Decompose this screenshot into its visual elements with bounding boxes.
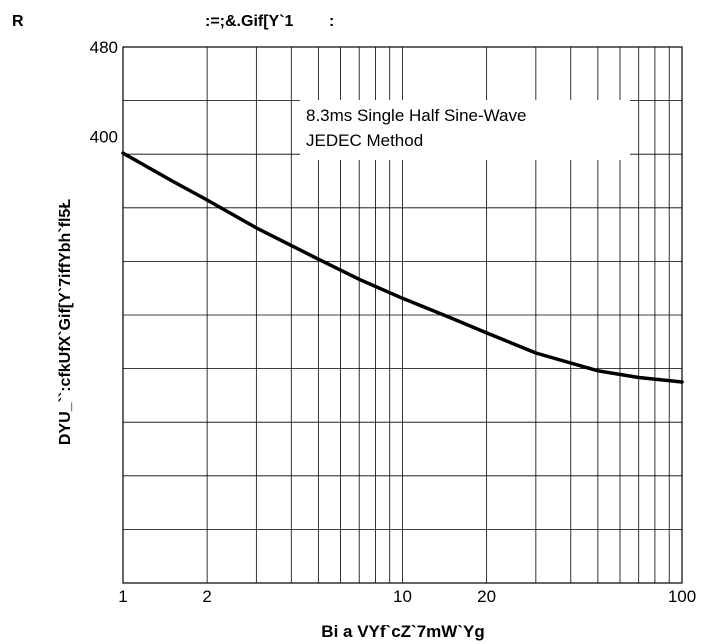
tick-labels: 1 2 10 20 100 400 480 [90, 38, 697, 606]
chart-title: :=;&.Gif[Y`1 : [205, 13, 334, 30]
annotation-box [300, 100, 630, 160]
x-tick-label: 20 [477, 587, 496, 606]
x-tick-label: 100 [668, 587, 696, 606]
x-tick-label: 1 [118, 587, 127, 606]
y-tick-label: 480 [90, 38, 118, 57]
plot-frame [122, 46, 683, 584]
annotation-line-2: JEDEC Method [306, 131, 423, 150]
y-axis-label: DYU_``:cfkUfX`Gif[Y`7iffYbh`fl5Ł [57, 199, 74, 445]
y-tick-label: 400 [90, 127, 118, 146]
annotation-line-1: 8.3ms Single Half Sine-Wave [306, 106, 526, 125]
surge-current-curve [121, 151, 684, 384]
x-axis-label: Bi a VYf`cZ`7mW`Yg [321, 622, 484, 641]
x-tick-label: 10 [393, 587, 412, 606]
figure-label: R [12, 13, 24, 30]
x-tick-label: 2 [202, 587, 211, 606]
